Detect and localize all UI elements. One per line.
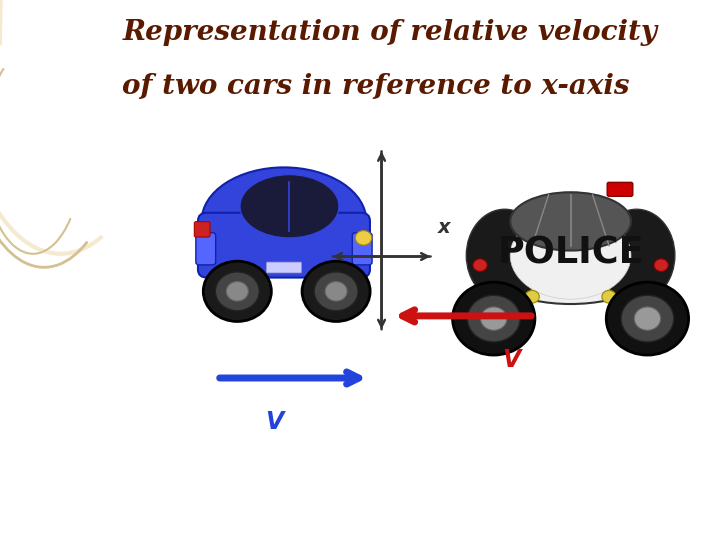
Circle shape <box>467 295 520 342</box>
Circle shape <box>453 282 535 355</box>
Circle shape <box>480 307 507 330</box>
FancyBboxPatch shape <box>196 233 216 265</box>
Circle shape <box>226 281 248 301</box>
Text: of two cars in reference to x-axis: of two cars in reference to x-axis <box>122 73 630 100</box>
Text: V: V <box>503 348 521 372</box>
Circle shape <box>325 281 347 301</box>
Ellipse shape <box>240 174 339 238</box>
Ellipse shape <box>202 167 366 274</box>
Text: V: V <box>266 410 284 434</box>
Circle shape <box>355 231 372 245</box>
Circle shape <box>606 282 688 355</box>
Text: x: x <box>438 218 451 238</box>
FancyBboxPatch shape <box>607 183 633 197</box>
Ellipse shape <box>474 207 667 304</box>
Circle shape <box>314 272 358 310</box>
Ellipse shape <box>510 192 631 251</box>
Ellipse shape <box>510 212 631 299</box>
Ellipse shape <box>467 209 543 301</box>
Text: Representation of relative velocity: Representation of relative velocity <box>122 19 657 46</box>
Circle shape <box>621 295 674 342</box>
Circle shape <box>473 259 487 272</box>
Circle shape <box>654 259 668 272</box>
Circle shape <box>203 261 271 321</box>
Circle shape <box>634 307 661 330</box>
FancyBboxPatch shape <box>194 221 210 237</box>
Ellipse shape <box>598 209 675 301</box>
Circle shape <box>302 261 370 321</box>
FancyBboxPatch shape <box>352 233 372 265</box>
Text: POLICE: POLICE <box>498 234 644 272</box>
Circle shape <box>215 272 259 310</box>
Circle shape <box>525 291 539 303</box>
FancyBboxPatch shape <box>198 213 370 278</box>
Circle shape <box>602 291 616 303</box>
FancyBboxPatch shape <box>266 262 302 273</box>
